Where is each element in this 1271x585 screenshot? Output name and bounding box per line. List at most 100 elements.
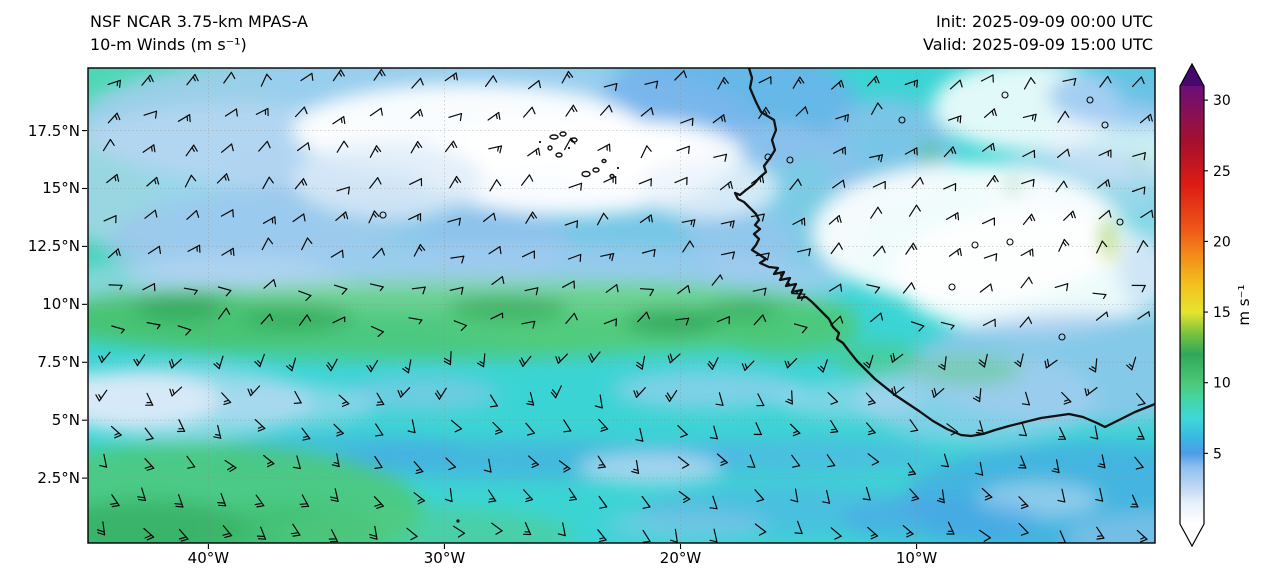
calm-circle — [764, 153, 772, 161]
wind-barb — [945, 212, 960, 221]
lon-tick-label: 20°W — [659, 549, 702, 567]
island — [549, 134, 559, 140]
island-dot — [538, 140, 542, 144]
wind-barb — [260, 73, 272, 87]
wind-barb — [603, 175, 617, 185]
wind-barb — [222, 525, 233, 538]
wind-barb — [978, 353, 988, 368]
wind-barb — [332, 69, 345, 82]
wind-barb — [292, 455, 301, 470]
wind-barb — [754, 489, 765, 503]
calm-circle — [1001, 91, 1009, 99]
wind-barb — [1095, 311, 1109, 321]
wind-barb — [707, 357, 719, 370]
wind-barb — [176, 419, 186, 433]
wind-barb — [784, 358, 798, 369]
wind-barb — [975, 461, 984, 476]
colorbar: 5 10 15 20 25 30 m s⁻¹ — [1179, 62, 1253, 548]
wind-barb — [448, 112, 463, 122]
wind-barb — [262, 216, 276, 225]
wind-barb — [372, 247, 385, 259]
wind-barb — [1018, 522, 1029, 536]
island — [609, 173, 615, 179]
wind-barb — [789, 178, 802, 191]
wind-barb — [522, 250, 535, 259]
map-plot — [82, 67, 1156, 549]
wind-barb — [597, 529, 607, 543]
wind-barb — [1131, 284, 1146, 293]
wind-barb — [408, 213, 422, 222]
wind-barb — [301, 237, 313, 251]
wind-barb — [677, 285, 691, 295]
wind-barb — [674, 176, 688, 186]
wind-barb — [597, 455, 606, 469]
wind-barb — [107, 112, 121, 124]
wind-barb — [184, 174, 197, 188]
colorbar-tick-label: 30 — [1213, 93, 1231, 109]
wind-barb — [254, 494, 265, 508]
wind-barb — [487, 489, 497, 503]
wind-barb — [709, 425, 718, 440]
wind-barb — [550, 385, 562, 399]
wind-barb — [827, 392, 839, 405]
wind-barb — [145, 392, 154, 406]
wind-barb — [832, 179, 846, 189]
wind-barb — [828, 215, 842, 225]
wind-barb — [336, 140, 349, 153]
wind-barb — [830, 242, 843, 255]
wind-barb — [133, 354, 146, 367]
wind-barb — [986, 174, 999, 187]
wind-barb — [483, 458, 492, 473]
calm-circle — [379, 211, 387, 219]
wind-barb — [336, 186, 350, 195]
wind-barb — [489, 394, 498, 408]
lat-tick-label: 5°N — [51, 411, 80, 430]
wind-barb — [297, 142, 311, 152]
island — [555, 152, 563, 158]
wind-barb — [375, 423, 384, 437]
wind-barb — [99, 453, 108, 468]
lon-tick-label: 10°W — [895, 549, 938, 567]
wind-barb — [525, 422, 535, 436]
wind-barb — [1061, 391, 1072, 405]
wind-barb — [674, 70, 687, 81]
island-dot — [567, 146, 571, 150]
wind-barb — [523, 489, 534, 503]
wind-barb — [832, 146, 847, 155]
island — [592, 167, 600, 173]
wind-barb — [292, 213, 306, 223]
wind-barb — [640, 145, 652, 159]
wind-barb — [669, 528, 678, 543]
wind-barb — [178, 528, 189, 542]
wind-barb — [369, 283, 384, 292]
wind-barb — [709, 495, 718, 510]
wind-barb — [366, 359, 379, 373]
wind-barb — [185, 144, 198, 157]
wind-barb — [1090, 425, 1099, 440]
wind-barb — [1055, 180, 1068, 193]
wind-barb — [902, 282, 916, 294]
wind-barb — [791, 292, 806, 301]
lon-tick-label: 30°W — [423, 549, 466, 567]
wind-barb — [681, 219, 696, 228]
wind-barb — [526, 391, 535, 406]
wind-barb — [523, 106, 536, 118]
wind-barb — [830, 420, 839, 434]
wind-barb — [527, 147, 541, 157]
wind-barb — [95, 389, 108, 402]
wind-barb — [137, 487, 147, 502]
island — [559, 131, 567, 137]
wind-barb — [488, 246, 502, 255]
wind-barb — [1018, 422, 1028, 437]
wind-barb — [711, 274, 723, 286]
calm-circles — [379, 91, 1124, 523]
wind-barb — [1092, 292, 1107, 299]
wind-barb — [521, 320, 536, 329]
wind-barb — [753, 314, 767, 326]
island — [601, 158, 607, 164]
wind-barb — [1135, 392, 1146, 406]
wind-barb — [948, 248, 962, 257]
colorbar-tick-label: 15 — [1213, 305, 1231, 321]
wind-barb — [1126, 356, 1137, 371]
calm-circle — [1058, 333, 1066, 341]
